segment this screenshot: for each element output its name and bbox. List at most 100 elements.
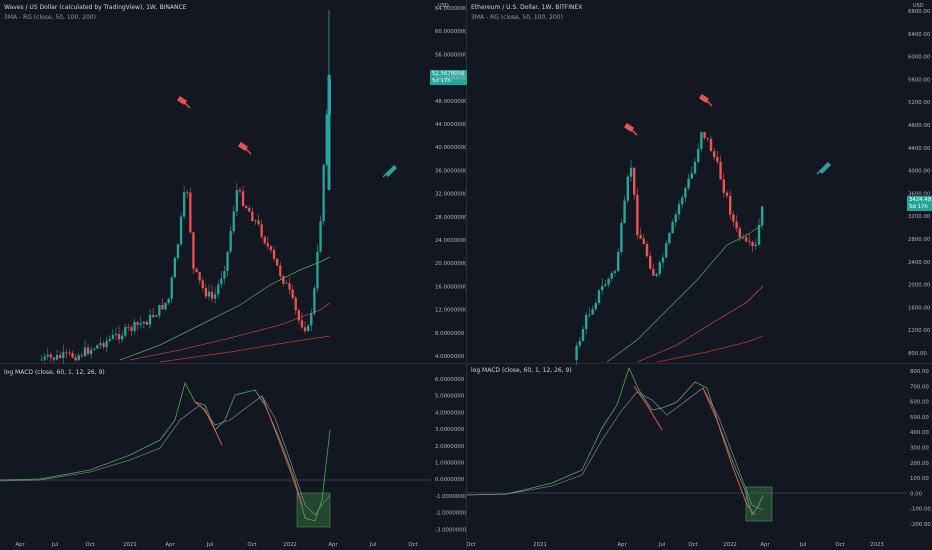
left-candle — [83, 347, 87, 357]
right-macd-tick: 800.00 — [910, 369, 929, 375]
left-price-tick: 28.0000000 — [435, 215, 466, 221]
left-candle — [74, 357, 77, 361]
left-symbol-title[interactable]: Waves / US Dollar (calculated by Trading… — [4, 4, 187, 11]
left-currency-label: USD — [438, 3, 449, 9]
right-time-tick: Jul — [658, 542, 666, 548]
left-candle — [300, 320, 304, 328]
rocket-icon — [816, 162, 831, 175]
left-candle — [114, 333, 118, 336]
right-candle — [604, 284, 607, 287]
left-candle — [325, 114, 328, 165]
right-time-tick: 2022 — [723, 542, 737, 548]
right-candle — [594, 303, 597, 310]
left-chart-canvas[interactable]: 64.0000000 60.0000000 56.0000000 52.0000000… — [0, 0, 466, 550]
left-macd-red-segment — [194, 401, 223, 446]
left-candle — [152, 314, 155, 317]
left-price-tick: 12.0000000 — [435, 308, 466, 314]
left-candle — [130, 327, 133, 331]
right-candle — [597, 290, 601, 304]
left-candle — [195, 268, 198, 273]
left-candle — [307, 325, 310, 332]
left-macd-label[interactable]: log MACD (close, 60, 1, 12, 26, 9) — [4, 369, 105, 376]
left-highlight-box — [296, 492, 331, 528]
left-price-tick: 60.0000000 — [435, 29, 466, 35]
right-candle — [738, 228, 741, 238]
left-ma200 — [159, 335, 331, 363]
left-candle — [117, 333, 121, 340]
left-ma50 — [119, 256, 331, 361]
left-price-tick: 56.0000000 — [435, 52, 466, 58]
right-candle — [671, 222, 674, 234]
right-candle — [719, 161, 722, 180]
left-price-tick: 64.0000000 — [435, 6, 466, 12]
left-candle — [121, 335, 124, 340]
right-price-tick: 2800.00 — [908, 237, 931, 243]
right-candle — [690, 173, 693, 179]
left-time-tick: 2022 — [283, 542, 297, 548]
right-price-tick: 2400.00 — [908, 260, 931, 266]
right-price-tick: 3600.00 — [908, 191, 931, 197]
left-pane-separator[interactable] — [0, 363, 466, 364]
left-candle — [62, 352, 65, 358]
right-macd-tick: 300.00 — [910, 446, 929, 452]
left-candle — [226, 251, 229, 272]
left-candle — [179, 216, 183, 245]
left-candle — [285, 283, 288, 285]
left-time-tick: 2021 — [123, 542, 137, 548]
rocket-icon — [382, 165, 397, 178]
left-ma-indicator-label[interactable]: 3MA - RG (close, 50, 100, 200) — [4, 14, 96, 21]
right-candle — [697, 148, 700, 162]
right-candle — [623, 200, 626, 224]
left-candle — [77, 355, 80, 361]
left-candle — [276, 258, 279, 266]
right-candle — [732, 214, 735, 222]
right-chart-panel[interactable]: Ethereum / U.S. Dollar, 1W, BITFINEX 3MA… — [467, 0, 932, 550]
left-candle — [297, 310, 300, 321]
left-candle — [303, 327, 307, 332]
right-currency-label: USD — [913, 3, 924, 9]
left-time-tick: Oct — [247, 542, 256, 548]
right-price-tick: 5200.00 — [908, 100, 931, 106]
right-time-tick: Jul — [799, 542, 807, 548]
left-last-price-countdown: 5d 17h — [432, 77, 451, 84]
left-candle — [90, 349, 93, 355]
right-chart-canvas[interactable]: 6800.00 6400.00 6000.00 5600.00 5200.00 4800.… — [467, 0, 932, 550]
right-time-tick: Apr — [760, 542, 770, 548]
right-candle — [761, 206, 764, 225]
left-time-tick: Apr — [15, 542, 25, 548]
left-candle — [254, 220, 257, 222]
left-macd-line — [0, 381, 331, 522]
right-candle — [610, 272, 613, 279]
right-ma-indicator-label[interactable]: 3MA - RG (close, 50, 100, 200) — [471, 14, 563, 21]
right-candle — [658, 262, 661, 274]
right-last-price: 3424.48 — [909, 197, 932, 203]
right-price-tick: 5600.00 — [908, 77, 931, 83]
right-candle — [588, 314, 591, 316]
right-macd-tick: -100.00 — [910, 507, 931, 513]
left-candle — [204, 287, 207, 297]
left-candle — [40, 359, 43, 361]
left-candle — [164, 302, 167, 310]
left-macd-red-segment-2 — [261, 395, 303, 506]
right-candle — [575, 345, 578, 360]
left-candle — [251, 211, 254, 222]
left-candle — [65, 352, 68, 354]
left-macd-tick: 1.0000000 — [435, 461, 465, 467]
left-candle — [313, 288, 316, 314]
left-candle — [201, 280, 204, 288]
left-macd-tick: -3.0000000 — [435, 527, 466, 533]
left-price-tick: 32.0000000 — [435, 192, 466, 198]
right-price-tick: 6000.00 — [908, 55, 931, 61]
left-candle — [223, 271, 226, 279]
right-macd-label[interactable]: log MACD (close, 60, 1, 12, 26, 9) — [471, 367, 572, 374]
right-symbol-title[interactable]: Ethereum / U.S. Dollar, 1W, BITFINEX — [471, 4, 583, 11]
left-macd-tick: 6.0000000 — [435, 377, 465, 383]
right-price-tick: 3200.00 — [908, 214, 931, 220]
left-candle — [266, 243, 269, 247]
right-last-price-badge: 3424.48 5d 17h — [907, 196, 932, 211]
right-macd-tick: 200.00 — [910, 461, 929, 467]
right-ma200 — [656, 335, 764, 363]
right-price-tick: 6800.00 — [908, 9, 931, 15]
left-chart-panel[interactable]: Waves / US Dollar (calculated by Trading… — [0, 0, 467, 550]
right-pane-separator[interactable] — [467, 363, 932, 364]
